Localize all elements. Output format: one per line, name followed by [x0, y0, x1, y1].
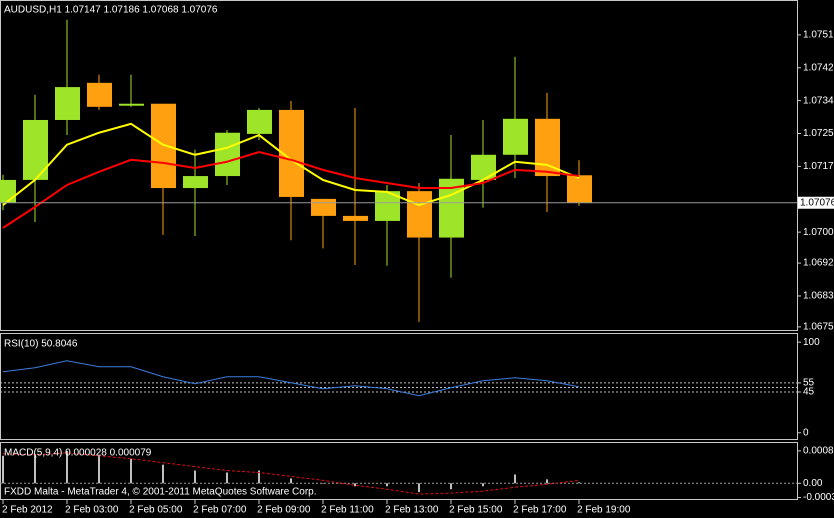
x-tick-label: 2 Feb 17:00: [513, 505, 567, 516]
histogram-bar: [162, 464, 164, 484]
y-tick-label: 1.07255: [803, 128, 834, 139]
histogram-bar: [578, 482, 580, 484]
candle-body: [471, 154, 496, 180]
histogram-bar: [34, 453, 36, 484]
y-tick-label: -0.00039: [803, 492, 834, 503]
x-tick-label: 2 Feb 09:00: [257, 505, 311, 516]
candle-body: [87, 82, 112, 107]
moving-average: [2, 151, 580, 229]
histogram-bar: [226, 472, 228, 484]
histogram-bar: [258, 470, 260, 484]
y-tick-label: 1.06755: [803, 322, 834, 333]
candle-body: [215, 132, 240, 177]
chart-title: AUDUSD,H1 1.07147 1.07186 1.07068 1.0707…: [4, 5, 218, 16]
panel-title: MACD(5,9,4) 0.000028 0.000079: [4, 448, 152, 459]
x-tick-label: 2 Feb 03:00: [65, 505, 119, 516]
candle-body: [55, 87, 80, 120]
y-tick-label: 1.07425: [803, 62, 834, 73]
candle-body: [247, 109, 272, 134]
y-tick-label: 100: [803, 337, 820, 348]
histogram-bar: [98, 455, 100, 484]
x-tick-label: 2 Feb 2012: [2, 505, 53, 516]
y-tick-label: 1.07170: [803, 161, 834, 172]
histogram-bar: [418, 483, 420, 493]
y-tick-label: 0: [803, 427, 809, 438]
y-tick-label: 1.06920: [803, 258, 834, 269]
rsi-panel-frame: [0, 333, 798, 440]
histogram-bar: [386, 483, 388, 487]
histogram-bar: [290, 478, 292, 484]
panel-title: RSI(10) 50.8046: [4, 339, 78, 350]
signal-line: [2, 452, 580, 495]
candle-body: [343, 215, 368, 221]
y-tick-label: 0.00: [803, 478, 823, 489]
histogram-bar: [66, 450, 68, 484]
y-tick-label: 45: [803, 387, 815, 398]
macd-panel-frame: [0, 442, 798, 500]
current-price-label: 1.07076: [800, 197, 834, 208]
x-tick-label: 2 Feb 05:00: [129, 505, 183, 516]
histogram-bar: [450, 483, 452, 490]
candle-body: [567, 175, 592, 203]
histogram-bar: [322, 483, 324, 484]
y-tick-label: 1.07000: [803, 227, 834, 238]
histogram-bar: [194, 470, 196, 484]
candle-body: [311, 198, 336, 216]
x-tick-label: 2 Feb 13:00: [385, 505, 439, 516]
histogram-bar: [130, 458, 132, 484]
current-price-box: [798, 196, 834, 209]
x-tick-label: 2 Feb 15:00: [449, 505, 503, 516]
candle-body: [535, 118, 560, 177]
y-tick-label: 55: [803, 378, 815, 389]
candle-body: [119, 103, 144, 106]
candle-body: [407, 191, 432, 238]
candle-body: [503, 118, 528, 155]
footer-text: FXDD Malta - MetaTrader 4, © 2001-2011 M…: [4, 487, 317, 498]
histogram-bar: [546, 479, 548, 484]
y-tick-label: 1.07510: [803, 30, 834, 41]
main-panel-frame: [0, 0, 798, 331]
candle-body: [0, 179, 16, 203]
y-tick-label: 1.07340: [803, 95, 834, 106]
histogram-bar: [482, 483, 484, 487]
histogram-bar: [354, 483, 356, 487]
x-tick-label: 2 Feb 07:00: [193, 505, 247, 516]
histogram-bar: [514, 474, 516, 484]
x-tick-label: 2 Feb 11:00: [321, 505, 374, 516]
histogram-bar: [2, 455, 4, 484]
candle-body: [183, 176, 208, 189]
rsi-line: [2, 360, 580, 397]
y-tick-label: 0.000889: [803, 446, 834, 457]
y-tick-label: 1.06835: [803, 291, 834, 302]
x-tick-label: 2 Feb 19:00: [577, 505, 631, 516]
